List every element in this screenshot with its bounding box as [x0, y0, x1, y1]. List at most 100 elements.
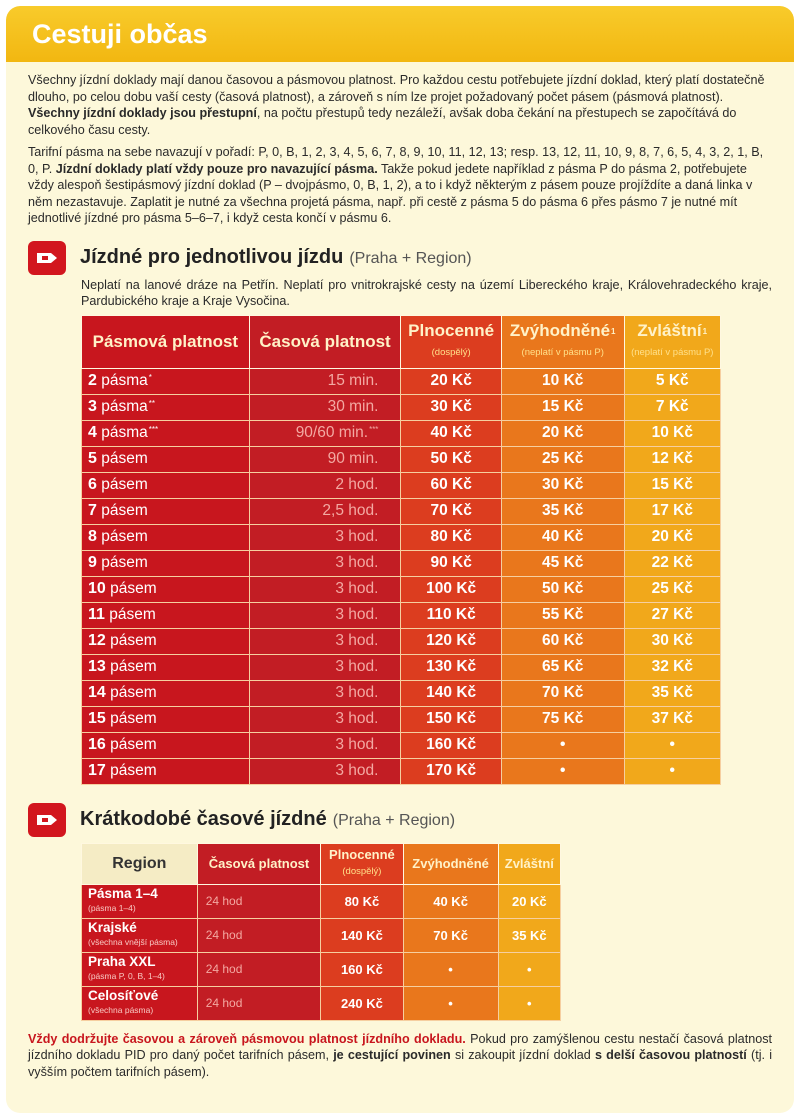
price-cell: 160 Kč — [400, 731, 502, 759]
price-cell: 20 Kč — [400, 367, 502, 395]
section-heading: Krátkodobé časové jízdné (Praha + Region) — [28, 802, 794, 837]
zone-cell: 10 pásem — [81, 575, 250, 603]
time: 3 hod. — [335, 658, 379, 675]
zone-word: pásem — [110, 762, 157, 779]
row: Krajské (všechna vnější pásma) 24 hod 140 K… — [81, 917, 562, 953]
time: 3 hod. — [335, 554, 379, 571]
footnote-mark: 1 — [702, 327, 708, 336]
zone-word: pásem — [101, 450, 148, 467]
column-header: Časová platnost — [248, 314, 402, 369]
zone-word: pásem — [101, 476, 148, 493]
time-cell: 3 hod. — [248, 757, 402, 785]
price-cell: 65 Kč — [500, 653, 625, 681]
price-cell: 60 Kč — [400, 471, 502, 499]
zone-number: 15 — [88, 710, 106, 727]
zone-cell: 4 pásma*** — [81, 419, 250, 447]
zone-cell: 8 pásem — [81, 523, 250, 551]
column-label: Zvýhodněné — [412, 855, 489, 871]
row: Praha XXL (pásma P, 0, B, 1–4) 24 hod 160 K… — [81, 951, 562, 987]
column-note: (neplatí v pásmu P) — [631, 347, 714, 358]
row: 4 pásma*** 90/60 min.*** 40 Kč 20 Kč 10 Kč — [81, 419, 722, 447]
price-cell: 17 Kč — [623, 497, 722, 525]
zone-number: 13 — [88, 658, 106, 675]
price-cell: 27 Kč — [623, 601, 722, 629]
price-cell: 30 Kč — [623, 627, 722, 655]
row: 3 pásma** 30 min. 30 Kč 15 Kč 7 Kč — [81, 393, 722, 421]
time-cell: 15 min. — [248, 367, 402, 395]
time: 2,5 hod. — [322, 502, 379, 519]
price-cell: 45 Kč — [500, 549, 625, 577]
column-header: Časová platnost — [196, 842, 322, 885]
price-cell: 50 Kč — [500, 575, 625, 603]
column-header: Pásmová platnost — [81, 314, 250, 369]
section-title: Jízdné pro jednotlivou jízdu (Praha + Reg… — [80, 246, 472, 269]
price-cell: • — [402, 985, 499, 1021]
note: Neplatí na lanové dráze na Petřín. Nepla… — [81, 277, 772, 308]
price-cell: 35 Kč — [623, 679, 722, 707]
price-cell: • — [623, 757, 722, 785]
zone-number: 12 — [88, 632, 106, 649]
price-cell: 60 Kč — [500, 627, 625, 655]
row: 9 pásem 3 hod. 90 Kč 45 Kč 22 Kč — [81, 549, 722, 577]
price-cell: 10 Kč — [500, 367, 625, 395]
price-cell: 130 Kč — [400, 653, 502, 681]
column-label: Pásmová platnost — [92, 332, 239, 351]
time-cell: 3 hod. — [248, 679, 402, 707]
ticket-icon — [28, 802, 66, 837]
price-cell: 40 Kč — [400, 419, 502, 447]
time-cell: 3 hod. — [248, 731, 402, 759]
price-cell: 22 Kč — [623, 549, 722, 577]
price-cell: 35 Kč — [500, 497, 625, 525]
price-cell: 75 Kč — [500, 705, 625, 733]
zone-word: pásem — [110, 580, 157, 597]
column-note: (dospělý) — [431, 347, 471, 358]
region-cell: Praha XXL (pásma P, 0, B, 1–4) — [81, 951, 198, 987]
price-cell: • — [497, 951, 562, 987]
row: 12 pásem 3 hod. 120 Kč 60 Kč 30 Kč — [81, 627, 722, 655]
column-label: Plnocenné — [408, 321, 495, 340]
intro: Všechny jízdní doklady mají danou časovo… — [6, 62, 794, 227]
region-desc: (všechna vnější pásma) — [88, 937, 178, 947]
row: 16 pásem 3 hod. 160 Kč • • — [81, 731, 722, 759]
text-segment: Vždy dodržujte časovou a zároveň pásmovo… — [28, 1031, 466, 1046]
time: 2 hod. — [335, 476, 379, 493]
zone-number: 8 — [88, 528, 97, 545]
time-cell: 2 hod. — [248, 471, 402, 499]
region: Praha XXL — [88, 954, 156, 969]
price-cell: 70 Kč — [500, 679, 625, 707]
time: 3 hod. — [335, 710, 379, 727]
title: Jízdné pro jednotlivou jízdu — [80, 246, 344, 268]
time-cell: 24 hod — [196, 951, 322, 987]
paragraph: Tarifní pásma na sebe navazují v pořadí:… — [28, 144, 772, 227]
text-segment: je cestující povinen — [333, 1048, 451, 1062]
price-cell: 110 Kč — [400, 601, 502, 629]
row: 11 pásem 3 hod. 110 Kč 55 Kč 27 Kč — [81, 601, 722, 629]
price-cell: 160 Kč — [320, 951, 404, 987]
price-cell: 40 Kč — [500, 523, 625, 551]
footnote-mark: *** — [369, 425, 379, 434]
price-cell: 35 Kč — [497, 917, 562, 953]
zone-cell: 13 pásem — [81, 653, 250, 681]
region: Krajské — [88, 920, 137, 935]
ticket-icon — [28, 240, 66, 275]
price-cell: 37 Kč — [623, 705, 722, 733]
price-cell: 100 Kč — [400, 575, 502, 603]
zone-number: 11 — [88, 606, 105, 623]
zone-cell: 3 pásma** — [81, 393, 250, 421]
row: 15 pásem 3 hod. 150 Kč 75 Kč 37 Kč — [81, 705, 722, 733]
price-cell: • — [500, 731, 625, 759]
column-label: Časová platnost — [208, 855, 310, 871]
text-segment: (tj. i vyšším počtem tarifních pásem). — [28, 1048, 772, 1079]
price-cell: 15 Kč — [623, 471, 722, 499]
price-cell: 20 Kč — [500, 419, 625, 447]
zone-number: 14 — [88, 684, 106, 701]
time-cell: 90 min. — [248, 445, 402, 473]
row: Pásma 1–4 (pásma 1–4) 24 hod 80 Kč 40 Kč 20 K… — [81, 883, 562, 919]
column-header: Plnocenné (dospělý) — [320, 842, 404, 885]
zone-word: pásem — [110, 684, 157, 701]
time: 30 min. — [327, 398, 379, 415]
price-cell: 90 Kč — [400, 549, 502, 577]
time: 3 hod. — [335, 606, 379, 623]
zone-word: pásem — [109, 606, 156, 623]
zone-cell: 2 pásma* — [81, 367, 250, 395]
